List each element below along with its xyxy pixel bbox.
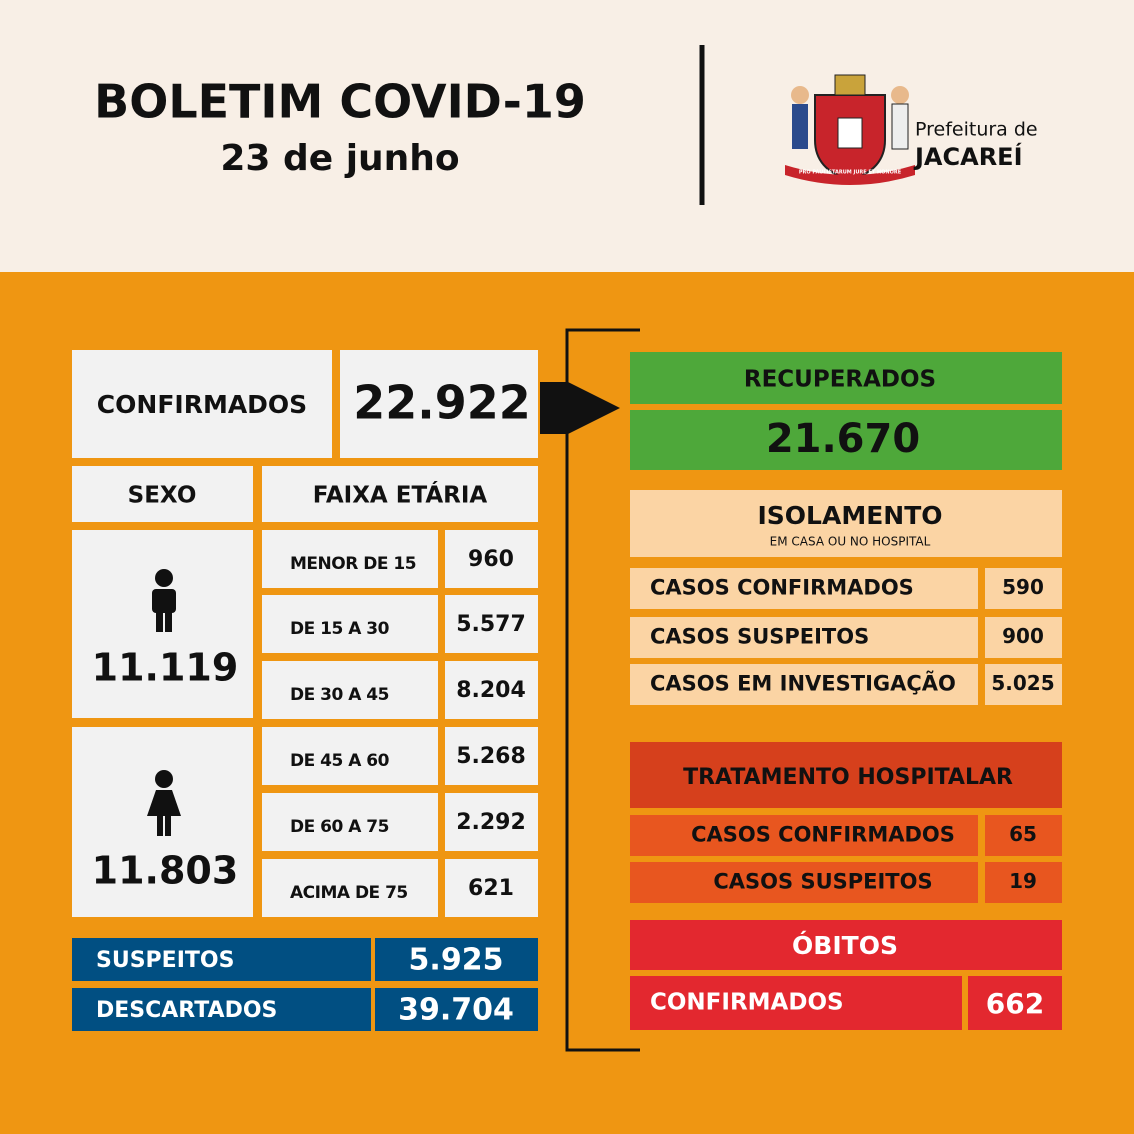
row-label: CASOS CONFIRMADOS: [650, 576, 914, 600]
row-value: 19: [1009, 869, 1037, 893]
row-value: 900: [1002, 624, 1044, 648]
row-label: CASOS SUSPEITOS: [650, 625, 869, 649]
age-label: DE 15 A 30: [290, 619, 390, 639]
cell: [630, 976, 962, 1030]
cell: [262, 859, 438, 917]
title: BOLETIM COVID-19: [94, 75, 586, 129]
age-value: 8.204: [456, 678, 526, 703]
org-name: JACAREÍ: [913, 142, 1023, 171]
age-value: 5.577: [456, 612, 526, 637]
cell: [72, 350, 332, 458]
org-line: Prefeitura de: [915, 119, 1038, 141]
isolation-subtitle: EM CASA OU NO HOSPITAL: [770, 535, 931, 549]
cell: [968, 976, 1062, 1030]
age-label: MENOR DE 15: [290, 554, 416, 574]
cell: [262, 466, 538, 522]
coat-of-arms: PRO PAULISTARUM JURE ET HONORE: [785, 74, 915, 185]
age-value: 2.292: [456, 810, 526, 835]
arrow: [540, 382, 620, 434]
other-value: 5.925: [409, 943, 504, 978]
age-value: 621: [468, 876, 514, 901]
row-value: 590: [1002, 575, 1044, 599]
cell: [630, 664, 978, 705]
motto: PRO PAULISTARUM JURE ET HONORE: [799, 170, 902, 176]
other-label: SUSPEITOS: [96, 948, 234, 973]
sex-header: SEXO: [128, 483, 197, 509]
cell: [445, 595, 538, 653]
isolation-title: ISOLAMENTO: [757, 501, 942, 530]
hospital-title: TRATAMENTO HOSPITALAR: [683, 765, 1013, 790]
other-label: DESCARTADOS: [96, 998, 277, 1023]
age-label: ACIMA DE 75: [290, 883, 408, 903]
cell: [445, 859, 538, 917]
recovered-value: 21.670: [766, 416, 920, 462]
cell: [72, 988, 538, 1031]
cell: [630, 568, 978, 609]
cell: [262, 595, 438, 653]
male-value: 11.119: [92, 646, 239, 690]
age-label: DE 30 A 45: [290, 685, 389, 705]
cell: [72, 938, 538, 981]
cell: [985, 862, 1062, 903]
cell: [445, 793, 538, 851]
age-value: 5.268: [456, 744, 526, 769]
header-bg: [0, 0, 1134, 272]
cell: [985, 568, 1062, 609]
cell: [340, 350, 538, 458]
row-value: 65: [1009, 822, 1037, 846]
recovered-label: RECUPERADOS: [744, 367, 936, 393]
cell: [630, 742, 1062, 808]
cell: [985, 664, 1062, 705]
cell: [262, 530, 438, 588]
female-icon: [147, 770, 181, 836]
deaths-label: CONFIRMADOS: [650, 990, 844, 1016]
date: 23 de junho: [220, 138, 459, 179]
cell: [445, 727, 538, 785]
cell: [630, 815, 978, 856]
cell: [445, 661, 538, 719]
cell: [445, 530, 538, 588]
age-label: DE 45 A 60: [290, 751, 390, 771]
cell: [72, 466, 253, 522]
row-label: CASOS CONFIRMADOS: [691, 823, 955, 847]
age-header: FAIXA ETÁRIA: [313, 481, 488, 509]
row-label: CASOS EM INVESTIGAÇÃO: [650, 671, 956, 696]
confirmed-value: 22.922: [353, 376, 531, 430]
cell: [630, 410, 1062, 470]
deaths-value: 662: [986, 987, 1044, 1020]
female-value: 11.803: [92, 849, 239, 893]
other-value: 39.704: [398, 993, 514, 1028]
male-icon: [152, 569, 176, 632]
cell: [262, 727, 438, 785]
age-value: 960: [468, 547, 514, 572]
row-label: CASOS SUSPEITOS: [713, 870, 932, 894]
cell: [262, 793, 438, 851]
deaths-title: ÓBITOS: [792, 930, 898, 960]
row-value: 5.025: [991, 671, 1054, 695]
cell: [630, 920, 1062, 970]
bracket: [565, 328, 640, 1052]
cell: [262, 661, 438, 719]
age-label: DE 60 A 75: [290, 817, 389, 837]
cell: [630, 490, 1062, 557]
cell: [630, 862, 978, 903]
confirmed-label: CONFIRMADOS: [97, 390, 307, 419]
cell: [630, 617, 978, 658]
cell: [630, 352, 1062, 404]
cell: [985, 617, 1062, 658]
cell: [985, 815, 1062, 856]
